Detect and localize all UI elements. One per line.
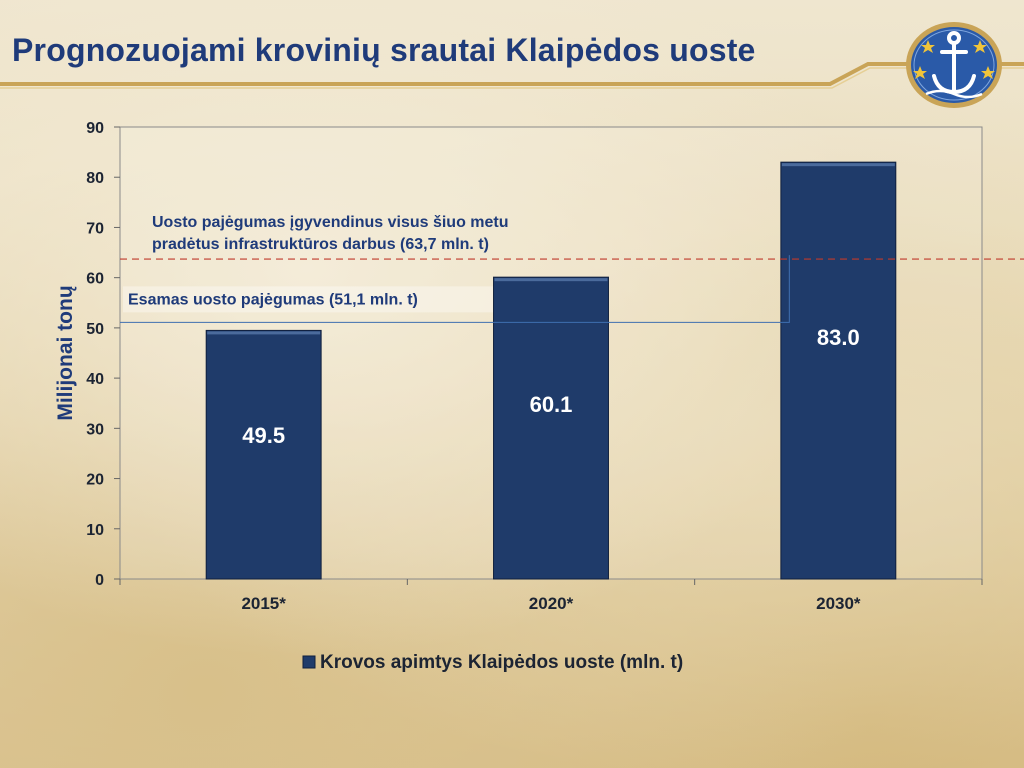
bar-data-label: 60.1 bbox=[530, 392, 573, 417]
y-tick-label: 50 bbox=[86, 321, 104, 338]
bars bbox=[205, 161, 897, 580]
capacity-current-line bbox=[120, 255, 790, 323]
x-tick-label: 2030* bbox=[816, 594, 861, 613]
bar-data-label: 83.0 bbox=[817, 325, 860, 350]
bar-highlight bbox=[781, 163, 895, 167]
y-axis-title: Milijonai tonų bbox=[54, 285, 77, 420]
bar-data-label: 49.5 bbox=[242, 423, 285, 448]
bar bbox=[205, 329, 322, 580]
anchor-stars-emblem-icon bbox=[906, 22, 1002, 108]
bar bbox=[493, 276, 609, 580]
y-tick-label: 20 bbox=[86, 472, 104, 489]
slide-title: Prognozuojami krovinių srautai Klaipėdos… bbox=[12, 32, 756, 68]
legend: Krovos apimtys Klaipėdos uoste (mln. t) bbox=[302, 652, 683, 673]
legend-swatch bbox=[302, 655, 316, 669]
x-axis: 2015* 2020* 2030* bbox=[119, 579, 983, 613]
bar-highlight bbox=[494, 278, 608, 282]
bar-data-labels: 49.5 60.1 83.0 bbox=[242, 325, 859, 448]
bar-highlight bbox=[207, 331, 321, 335]
y-tick-label: 0 bbox=[95, 572, 104, 589]
x-tick-label: 2015* bbox=[241, 594, 286, 613]
y-tick-label: 70 bbox=[86, 220, 104, 237]
y-tick-label: 30 bbox=[86, 421, 104, 438]
y-tick-label: 80 bbox=[86, 170, 104, 187]
bar bbox=[780, 161, 897, 580]
capacity-planned-label: pradėtus infrastruktūros darbus (63,7 ml… bbox=[152, 236, 489, 253]
capacity-current-label-bg bbox=[123, 286, 493, 313]
x-tick-label: 2020* bbox=[529, 594, 574, 613]
y-tick-label: 40 bbox=[86, 371, 104, 388]
capacity-current-label: Esamas uosto pajėgumas (51,1 mln. t) bbox=[128, 291, 418, 308]
capacity-planned-label: Uosto pajėgumas įgyvendinus visus šiuo m… bbox=[152, 214, 509, 231]
y-tick-label: 90 bbox=[86, 120, 104, 137]
reference-lines: Uosto pajėgumas įgyvendinus visus šiuo m… bbox=[120, 214, 1024, 323]
y-tick-label: 60 bbox=[86, 271, 104, 288]
legend-label: Krovos apimtys Klaipėdos uoste (mln. t) bbox=[320, 652, 683, 673]
y-tick-label: 10 bbox=[86, 522, 104, 539]
y-axis: 0 10 20 30 40 50 60 70 80 90 bbox=[86, 120, 120, 589]
